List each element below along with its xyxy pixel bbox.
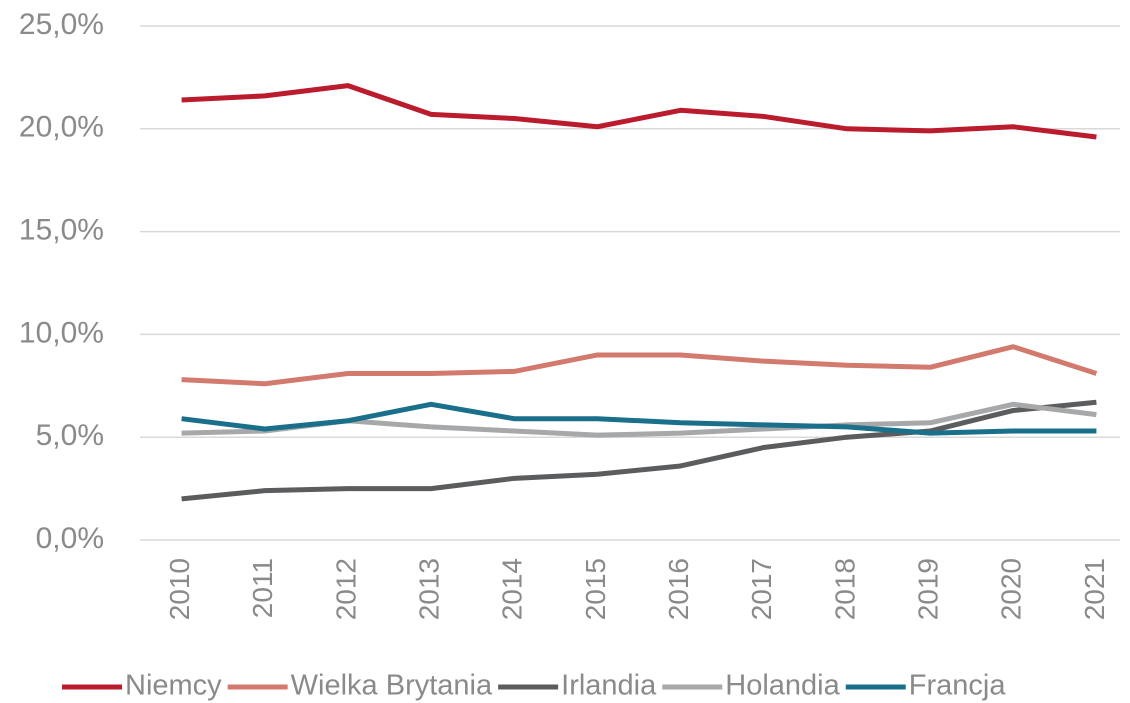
y-tick-label: 0,0% <box>36 522 104 555</box>
y-tick-label: 25,0% <box>19 8 104 41</box>
legend-label: Wielka Brytania <box>291 670 493 702</box>
x-tick-label: 2012 <box>330 558 361 620</box>
series-line <box>181 344 1098 387</box>
x-tick-label: 2011 <box>247 558 278 618</box>
legend-label: Francja <box>909 670 1007 702</box>
x-tick-label: 2019 <box>912 558 943 620</box>
x-tick-label: 2015 <box>580 558 611 620</box>
y-tick-label: 15,0% <box>19 214 104 247</box>
x-tick-label: 2013 <box>413 558 444 620</box>
x-tick-label: 2014 <box>497 558 528 620</box>
y-tick-label: 5,0% <box>36 419 104 452</box>
x-tick-label: 2018 <box>829 558 860 620</box>
series-line <box>181 399 1097 502</box>
y-tick-label: 20,0% <box>19 111 104 144</box>
legend-label: Holandia <box>725 670 840 702</box>
y-tick-label: 10,0% <box>19 316 104 349</box>
x-tick-label: 2016 <box>663 558 694 620</box>
legend-label: Irlandia <box>561 670 657 702</box>
x-tick-label: 2017 <box>746 558 777 620</box>
legend-label: Niemcy <box>125 670 222 702</box>
x-tick-label: 2020 <box>996 558 1027 620</box>
series-line <box>181 401 1097 436</box>
series-line <box>181 83 1097 140</box>
x-tick-label: 2021 <box>1079 558 1110 620</box>
x-tick-label: 2010 <box>164 558 195 620</box>
